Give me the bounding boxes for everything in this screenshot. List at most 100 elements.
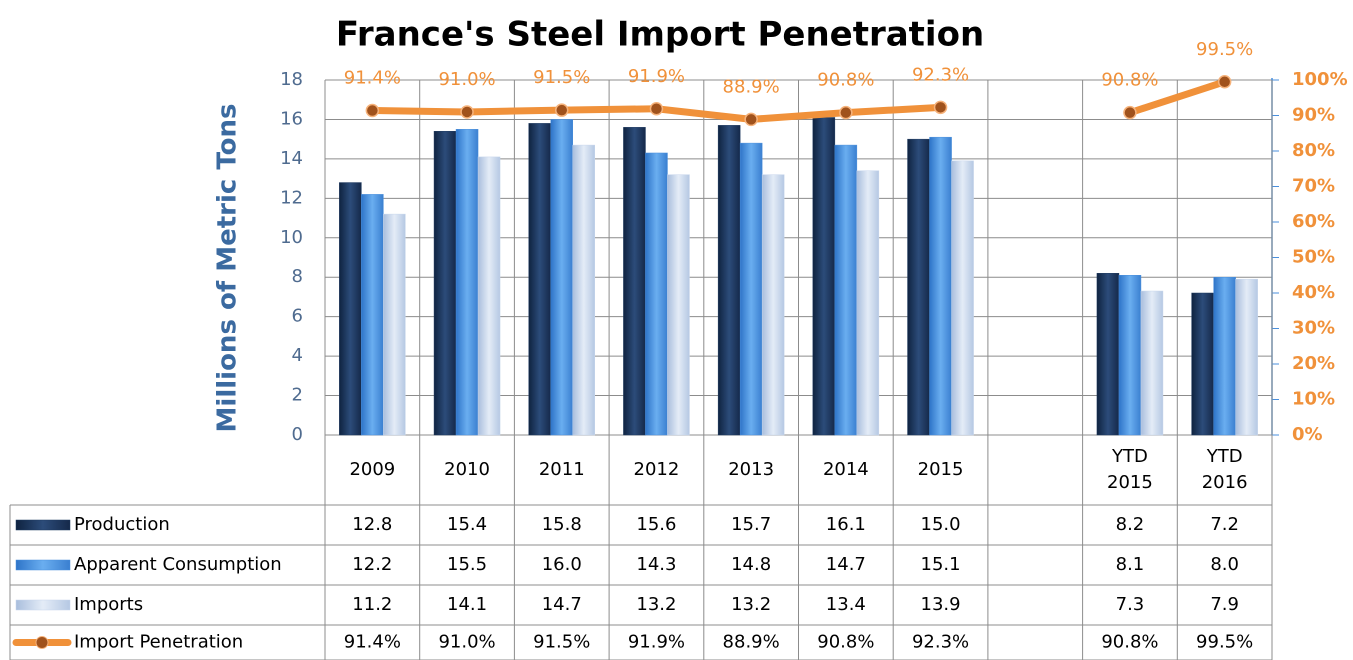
data-label: 91.0% [438, 69, 495, 90]
x-tick-label: 2013 [728, 459, 774, 480]
y2-tick-label: 80% [1292, 140, 1335, 161]
bar [739, 142, 763, 436]
table-cell: 13.2 [636, 594, 676, 615]
y-axis-label: Millions of Metric Tons [213, 104, 243, 433]
line-marker [1217, 75, 1232, 89]
data-label: 92.3% [912, 64, 969, 85]
table-cell: 14.3 [636, 554, 676, 575]
table-cell: 91.0% [438, 632, 495, 653]
table-cell: 90.8% [1101, 632, 1158, 653]
legend-label: Apparent Consumption [74, 554, 282, 575]
line-marker [555, 103, 569, 117]
table-cell: 15.0 [921, 514, 961, 535]
table-cell: 13.9 [921, 594, 961, 615]
x-tick-label: 2011 [539, 459, 585, 480]
bar [383, 213, 406, 436]
y-tick-label: 4 [292, 345, 303, 366]
y-tick-label: 16 [280, 108, 303, 129]
bar [528, 123, 551, 436]
bar [951, 160, 974, 436]
bar [361, 194, 384, 436]
table-cell: 16.1 [826, 514, 866, 535]
x-tick-label: 2012 [634, 459, 680, 480]
table-cell: 92.3% [912, 632, 969, 653]
table-cell: 14.7 [542, 594, 582, 615]
y2-tick-label: 40% [1292, 282, 1335, 303]
y-tick-label: 2 [292, 385, 303, 406]
table-cell: 15.1 [921, 554, 961, 575]
legend-label: Import Penetration [74, 632, 243, 653]
y2-tick-label: 30% [1292, 318, 1335, 339]
line-marker [933, 100, 948, 115]
y-tick-label: 12 [280, 187, 303, 208]
legend-key [15, 519, 71, 531]
line-marker [1123, 105, 1137, 120]
y-tick-label: 6 [292, 306, 303, 327]
table-cell: 15.8 [542, 514, 582, 535]
y-tick-label: 18 [280, 69, 303, 90]
legend-key [15, 559, 71, 571]
table-cell: 88.9% [723, 632, 780, 653]
table-cell: 7.2 [1210, 514, 1239, 535]
x-tick-label: 2015 [918, 459, 964, 480]
bar [1140, 290, 1164, 436]
bar [667, 174, 690, 436]
line-marker [744, 112, 758, 127]
bar [433, 131, 457, 436]
table-cell: 91.5% [533, 632, 590, 653]
data-label: 91.5% [533, 67, 590, 88]
data-label: 90.8% [817, 70, 874, 91]
table-cell: 7.9 [1210, 594, 1239, 615]
y2-tick-label: 60% [1292, 211, 1335, 232]
data-label: 88.9% [723, 76, 780, 97]
table-cell: 11.2 [352, 594, 392, 615]
bar [1096, 273, 1120, 436]
y2-tick-label: 10% [1292, 389, 1335, 410]
line [1126, 78, 1229, 117]
data-label: 99.5% [1196, 39, 1253, 60]
bar [1118, 275, 1142, 436]
bar [645, 152, 668, 436]
table-cell: 16.0 [542, 554, 582, 575]
legend-key [35, 636, 49, 649]
bar [477, 156, 501, 436]
x-tick-label: 2014 [823, 459, 869, 480]
table-cell: 14.8 [731, 554, 771, 575]
bar [812, 117, 836, 436]
table-cell: 91.4% [344, 632, 401, 653]
table-cell: 15.6 [636, 514, 676, 535]
bar [1235, 278, 1258, 436]
table-cell: 15.4 [447, 514, 487, 535]
y-tick-label: 10 [280, 227, 303, 248]
data-label: 91.4% [344, 68, 401, 89]
table-cell: 7.3 [1116, 594, 1145, 615]
bar [761, 174, 785, 436]
bar [550, 119, 573, 436]
x-tick-label: YTD 2016 [1202, 446, 1248, 493]
legend-label: Imports [74, 594, 143, 615]
table-cell: 8.1 [1116, 554, 1145, 575]
bar [1213, 276, 1236, 436]
y2-tick-label: 50% [1292, 247, 1335, 268]
table-cell: 8.2 [1116, 514, 1145, 535]
table-cell: 15.7 [731, 514, 771, 535]
legend-key [15, 599, 71, 611]
bar [455, 129, 479, 436]
bar [834, 144, 858, 436]
y2-tick-label: 90% [1292, 105, 1335, 126]
x-tick-label: 2009 [349, 459, 395, 480]
table-cell: 12.2 [352, 554, 392, 575]
line-marker [649, 102, 664, 116]
bar [856, 170, 880, 436]
y2-tick-label: 0% [1292, 424, 1323, 445]
y2-tick-label: 20% [1292, 353, 1335, 374]
y2-tick-label: 70% [1292, 176, 1335, 197]
data-label: 91.9% [628, 66, 685, 87]
y-tick-label: 14 [280, 148, 303, 169]
table-cell: 12.8 [352, 514, 392, 535]
y2-tick-label: 100% [1292, 69, 1348, 90]
line-marker [460, 105, 474, 119]
bar [339, 182, 362, 436]
x-tick-label: YTD 2015 [1107, 446, 1153, 493]
